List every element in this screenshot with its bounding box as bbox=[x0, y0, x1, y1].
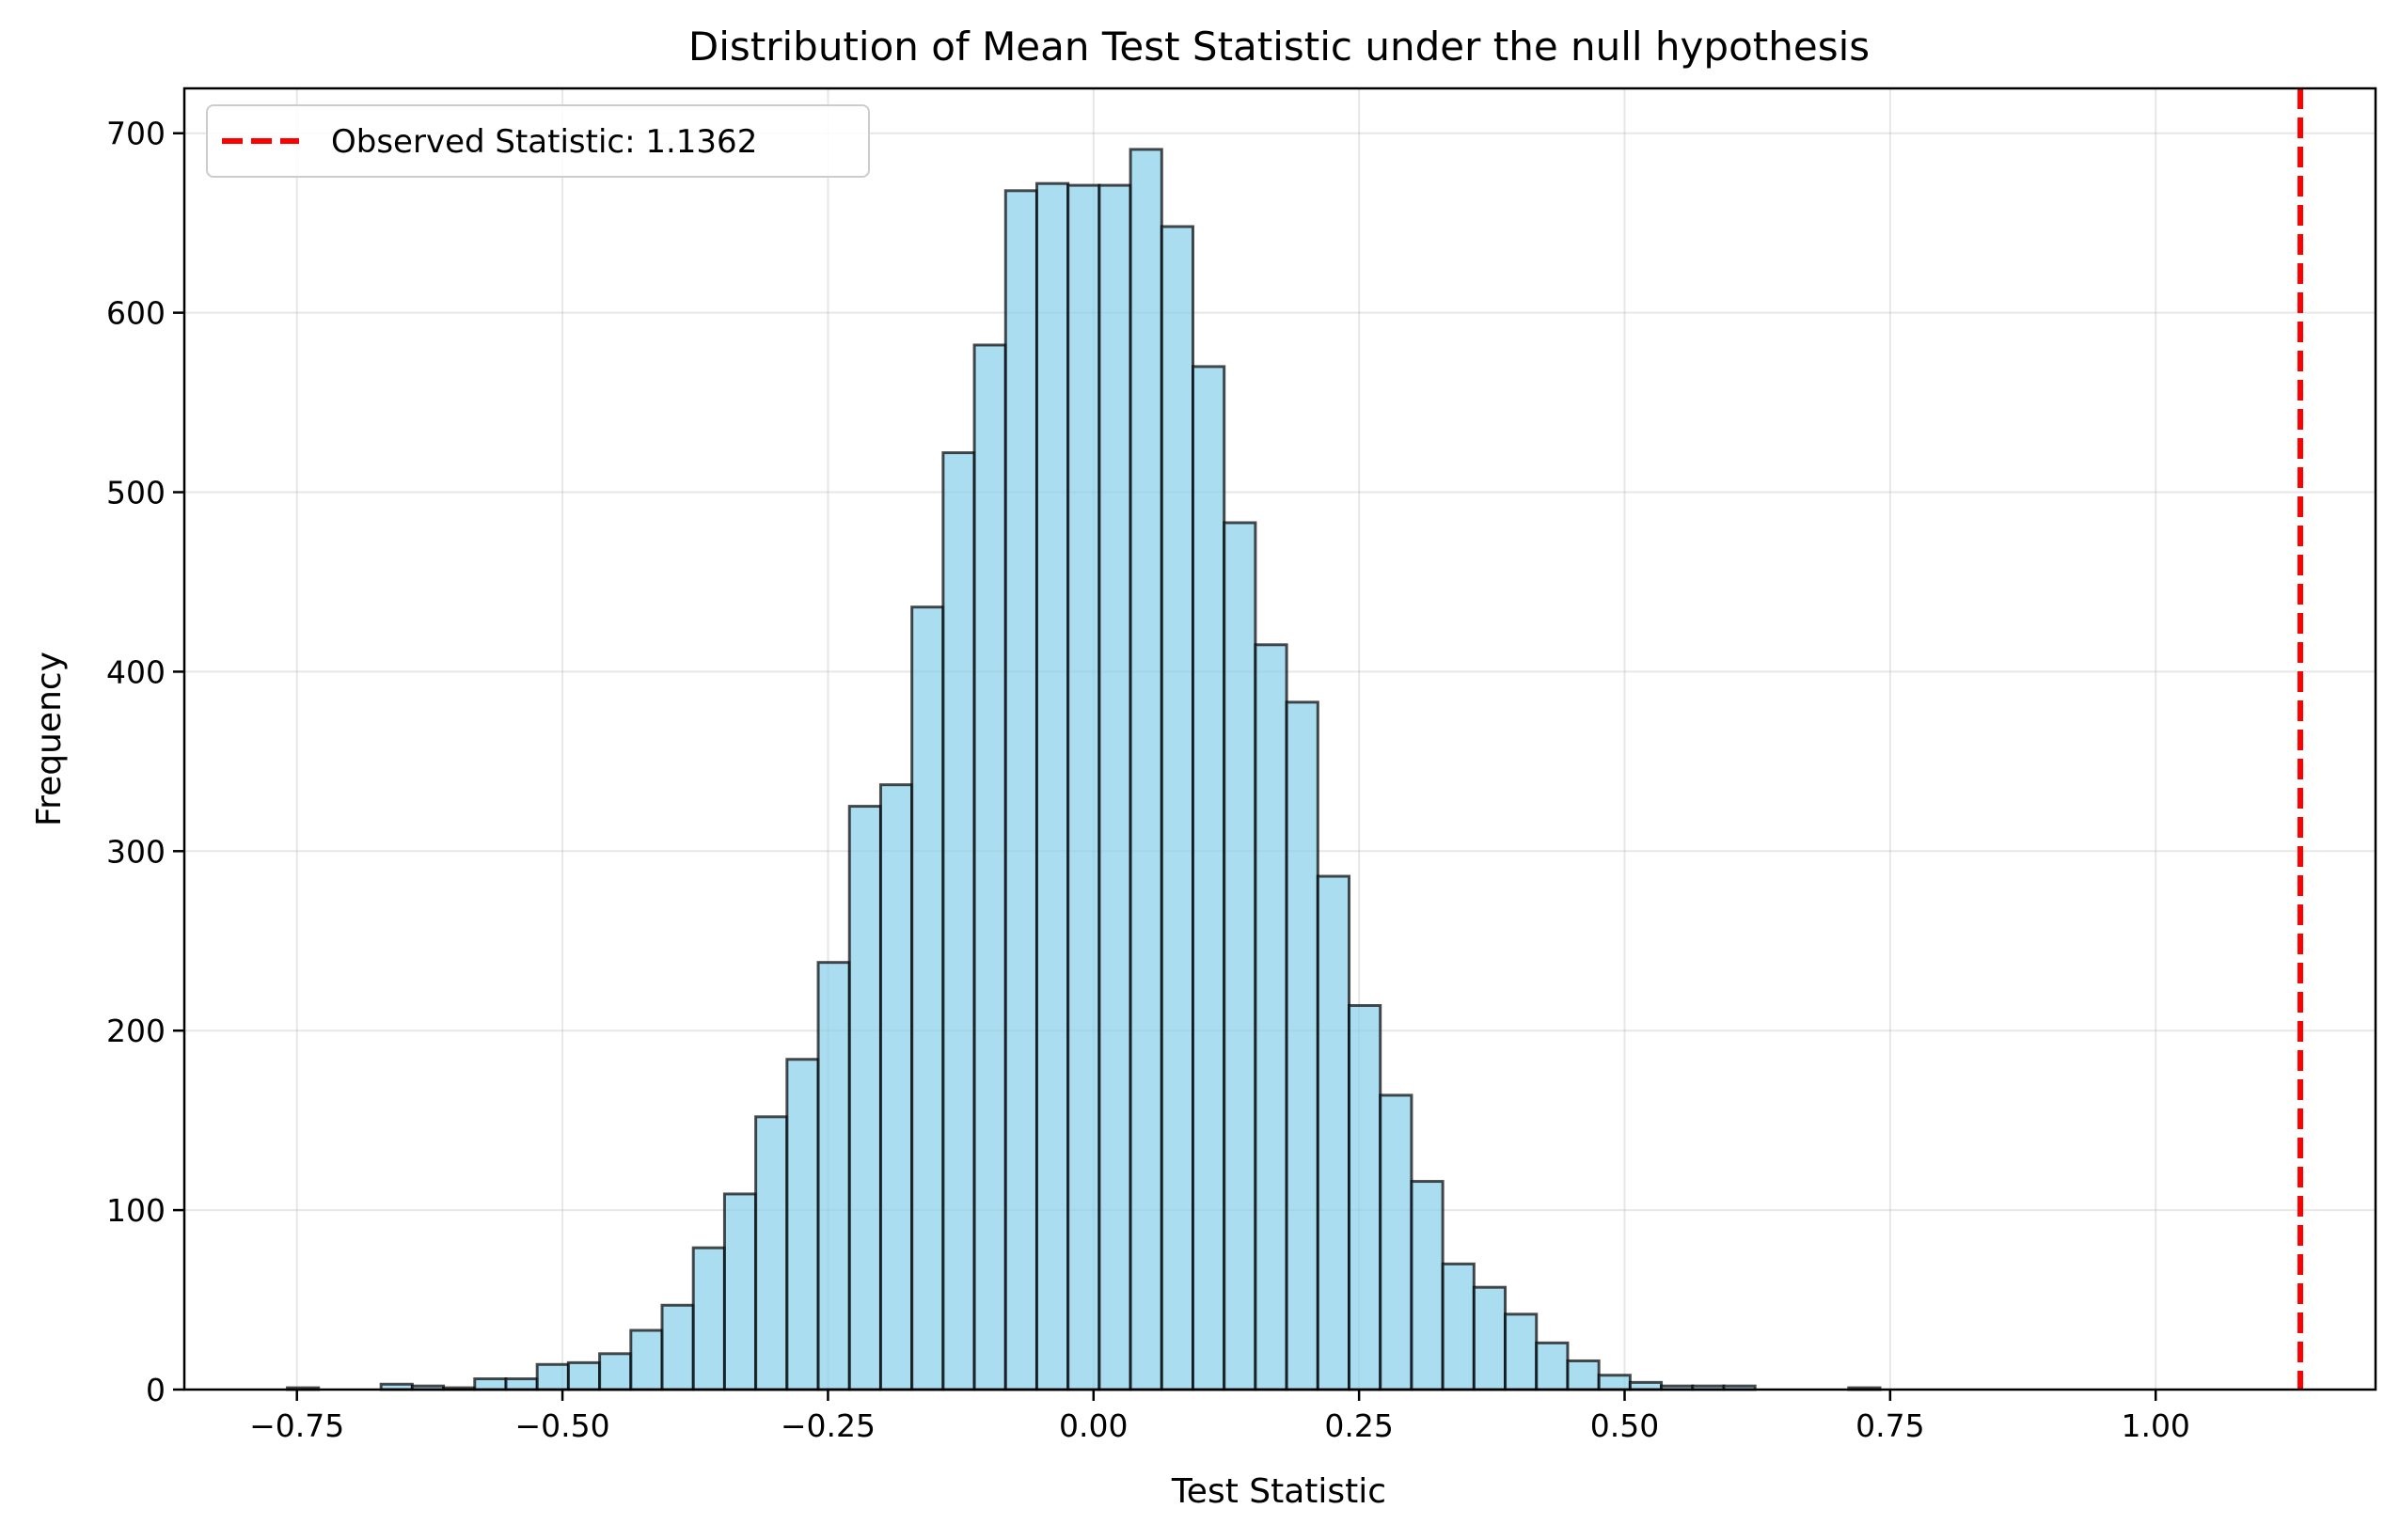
x-tick-label: 0.00 bbox=[1059, 1407, 1128, 1444]
histogram-bar bbox=[1379, 1093, 1413, 1391]
histogram-bar bbox=[629, 1328, 664, 1391]
histogram-bar bbox=[504, 1377, 539, 1391]
histogram-bar bbox=[1223, 521, 1257, 1391]
y-tick-label: 400 bbox=[106, 653, 166, 690]
legend-box bbox=[206, 104, 870, 178]
histogram-bar bbox=[972, 343, 1007, 1391]
histogram-bar bbox=[754, 1115, 789, 1391]
histogram-bar bbox=[1129, 148, 1163, 1391]
y-axis-label: Frequency bbox=[30, 652, 69, 826]
y-tick-label: 300 bbox=[106, 833, 166, 870]
histogram-bar bbox=[1441, 1262, 1476, 1391]
histogram-bar bbox=[941, 451, 976, 1391]
y-tick-label: 600 bbox=[106, 295, 166, 332]
histogram-bar bbox=[1566, 1359, 1601, 1391]
y-tick-label: 100 bbox=[106, 1192, 166, 1229]
histogram-bar bbox=[1348, 1003, 1382, 1391]
x-axis-label: Test Statistic bbox=[1171, 1472, 1386, 1511]
plot-frame bbox=[182, 86, 2377, 1391]
histogram-bar bbox=[566, 1360, 602, 1391]
x-axis-ticks: −0.75 −0.50 −0.25 0.00 0.25 0.50 0.75 1.00 bbox=[249, 1390, 2190, 1444]
histogram-bar bbox=[1410, 1180, 1445, 1391]
x-tick-label: 0.25 bbox=[1324, 1407, 1393, 1444]
histogram-bar bbox=[785, 1058, 820, 1391]
histogram-bar bbox=[1597, 1374, 1632, 1391]
histogram-bar bbox=[691, 1246, 726, 1391]
y-axis-ticks: 0 100 200 300 400 500 600 700 bbox=[106, 116, 184, 1408]
y-tick-label: 500 bbox=[106, 475, 166, 511]
x-tick-label: −0.75 bbox=[249, 1407, 344, 1444]
histogram-bar bbox=[1160, 225, 1195, 1391]
y-tick-label: 0 bbox=[146, 1372, 166, 1408]
histogram-bar bbox=[1504, 1312, 1539, 1391]
histogram-bar bbox=[1316, 874, 1351, 1391]
x-tick-label: 0.50 bbox=[1590, 1407, 1659, 1444]
histogram-bar bbox=[910, 605, 945, 1391]
histogram-bar bbox=[660, 1303, 695, 1391]
x-tick-label: −0.50 bbox=[515, 1407, 610, 1444]
histogram-bar bbox=[816, 961, 851, 1391]
legend-label: Observed Statistic: 1.1362 bbox=[331, 123, 757, 161]
x-tick-label: 0.75 bbox=[1855, 1407, 1924, 1444]
histogram-bar bbox=[1472, 1285, 1508, 1391]
histogram-bars bbox=[286, 148, 1882, 1391]
histogram-bar bbox=[598, 1352, 633, 1391]
histogram-bar bbox=[1254, 643, 1288, 1391]
y-tick-label: 700 bbox=[106, 116, 166, 152]
histogram-bar bbox=[1285, 700, 1319, 1391]
histogram-bar bbox=[878, 783, 914, 1391]
histogram-bar bbox=[847, 805, 882, 1391]
histogram-bar bbox=[1192, 365, 1226, 1391]
histogram-bar bbox=[1097, 183, 1132, 1391]
histogram-bar bbox=[1066, 183, 1101, 1391]
histogram-bar bbox=[1034, 181, 1070, 1391]
histogram-bar bbox=[535, 1362, 570, 1391]
y-tick-label: 200 bbox=[106, 1013, 166, 1049]
histogram-bar bbox=[473, 1377, 508, 1391]
x-tick-label: 1.00 bbox=[2121, 1407, 2189, 1444]
histogram-bar bbox=[1535, 1341, 1570, 1391]
legend: Observed Statistic: 1.1362 bbox=[206, 104, 870, 178]
histogram-bar bbox=[722, 1192, 758, 1391]
chart-title: Distribution of Mean Test Statistic unde… bbox=[688, 24, 1870, 70]
x-tick-label: −0.25 bbox=[781, 1407, 876, 1444]
histogram-bar bbox=[1003, 189, 1038, 1391]
